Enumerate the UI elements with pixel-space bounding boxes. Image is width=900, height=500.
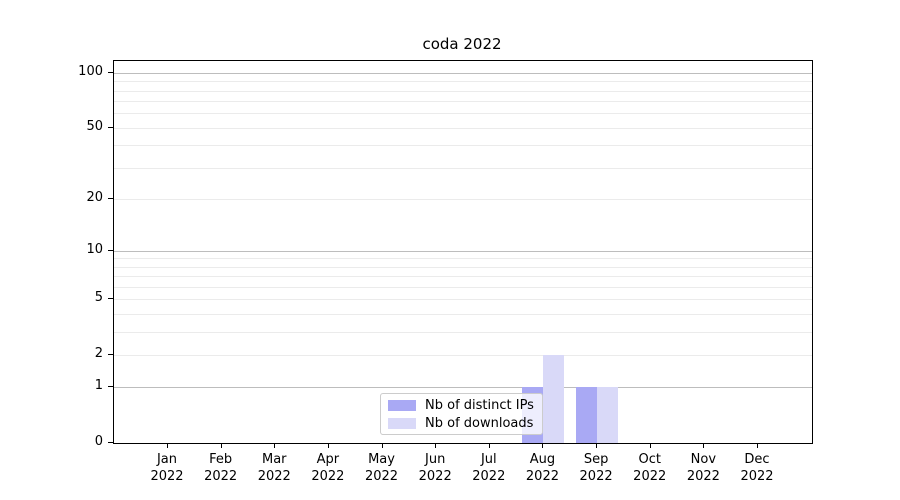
- chart-title: coda 2022: [422, 35, 502, 53]
- gridline-minor: [114, 276, 812, 278]
- x-tick-label: Oct 2022: [633, 452, 667, 484]
- x-tick-label: Nov 2022: [686, 452, 720, 484]
- legend-item-distinct-ips: Nb of distinct IPs: [388, 398, 535, 413]
- gridline-minor: [114, 167, 812, 169]
- y-tick: [108, 71, 113, 73]
- gridline-minor: [114, 266, 812, 268]
- x-tick: [542, 443, 544, 448]
- legend-label: Nb of downloads: [425, 415, 534, 431]
- y-tick-label: 1: [94, 378, 103, 394]
- gridline-major: [114, 72, 812, 74]
- x-tick: [220, 443, 222, 448]
- legend-item-downloads: Nb of downloads: [388, 416, 535, 431]
- y-tick-label: 2: [94, 345, 103, 361]
- x-tick-label: Jan 2022: [150, 452, 184, 484]
- y-tick-label: 5: [94, 290, 103, 306]
- y-tick: [108, 298, 113, 300]
- bar-sep-2022: [597, 387, 619, 443]
- y-tick-label: 50: [86, 118, 103, 134]
- x-tick-label: May 2022: [364, 452, 399, 484]
- x-tick: [757, 443, 758, 448]
- y-tick: [108, 197, 113, 199]
- gridline-minor: [114, 101, 812, 103]
- x-tick: [167, 443, 168, 448]
- x-tick: [435, 443, 437, 448]
- bar-sep-2022: [576, 387, 598, 443]
- x-tick-label: Feb 2022: [204, 452, 238, 484]
- x-tick-label: Dec 2022: [740, 452, 774, 484]
- x-tick: [649, 443, 651, 448]
- gridline-major: [114, 387, 812, 389]
- y-tick: [108, 386, 113, 388]
- gridline-minor: [114, 299, 812, 301]
- bar-aug-2022: [543, 354, 565, 443]
- gridline-minor: [114, 286, 812, 288]
- y-tick-label: 0: [94, 434, 103, 449]
- gridline-minor: [114, 127, 812, 129]
- gridline-minor: [114, 90, 812, 92]
- gridline-minor: [114, 331, 812, 333]
- y-tick: [108, 249, 113, 251]
- y-tick-label: 20: [86, 189, 103, 205]
- legend-label: Nb of distinct IPs: [425, 397, 534, 413]
- y-tick-label: 10: [86, 241, 103, 257]
- y-tick-label: 100: [78, 63, 103, 79]
- gridline-minor: [114, 145, 812, 147]
- x-tick-label: Sep 2022: [579, 452, 613, 484]
- x-tick-label: Mar 2022: [257, 452, 291, 484]
- x-tick: [381, 443, 383, 448]
- gridline-major: [114, 250, 812, 252]
- x-tick-label: Jul 2022: [472, 452, 506, 484]
- x-tick-label: Jun 2022: [418, 452, 452, 484]
- x-tick: [488, 443, 490, 448]
- gridline-minor: [114, 354, 812, 356]
- legend-swatch: [388, 417, 416, 429]
- gridline-minor: [114, 113, 812, 115]
- gridline-minor: [114, 81, 812, 83]
- x-tick: [327, 443, 329, 448]
- x-tick-label: Apr 2022: [311, 452, 345, 484]
- gridline-minor: [114, 313, 812, 315]
- y-tick: [108, 353, 113, 355]
- legend: Nb of distinct IPs Nb of downloads: [380, 393, 543, 435]
- y-tick: [108, 442, 113, 443]
- x-tick: [274, 443, 276, 448]
- gridline-minor: [114, 258, 812, 260]
- gridline-minor: [114, 198, 812, 200]
- plot-area: [113, 60, 813, 444]
- x-tick: [596, 443, 598, 448]
- legend-swatch: [388, 399, 416, 411]
- y-tick: [108, 126, 113, 128]
- x-tick-label: Aug 2022: [525, 452, 559, 484]
- x-tick: [703, 443, 705, 448]
